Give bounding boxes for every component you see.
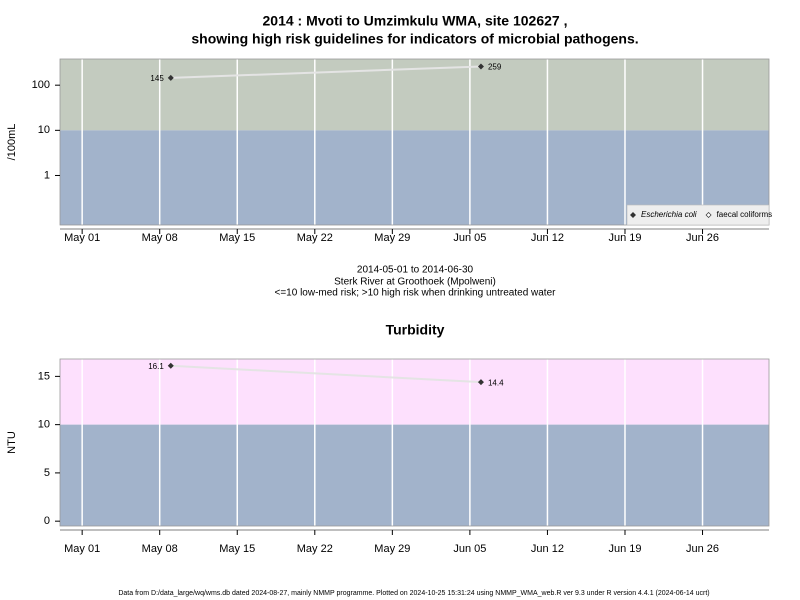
data-label: 16.1	[148, 362, 164, 371]
data-point	[167, 362, 174, 369]
y-tick-label: 100	[32, 79, 50, 91]
legend-box	[626, 204, 770, 226]
data-point	[477, 63, 484, 70]
x-tick-label: May 15	[219, 232, 255, 244]
x-tick-label: Jun 19	[608, 232, 641, 244]
chart-title: showing high risk guidelines for indicat…	[191, 31, 638, 47]
x-tick-label: May 15	[219, 543, 255, 555]
y-tick-label: 15	[38, 370, 50, 382]
legend-marker	[630, 212, 636, 218]
high-risk-band	[60, 359, 769, 425]
x-tick-label: May 22	[297, 232, 333, 244]
x-tick-label: Jun 12	[531, 543, 564, 555]
y-tick-label: 10	[38, 419, 50, 431]
x-tick-label: May 08	[142, 543, 178, 555]
y-tick-label: 5	[44, 467, 50, 479]
plot-border	[59, 358, 770, 527]
subtitle: 2014-05-01 to 2014-06-30	[357, 265, 474, 276]
y-axis-label: /100mL	[6, 124, 18, 161]
y-tick-label: 10	[38, 124, 50, 136]
x-tick-label: Jun 12	[531, 232, 564, 244]
data-point	[477, 379, 484, 386]
series-line	[170, 364, 482, 384]
x-tick-label: May 22	[297, 543, 333, 555]
y-tick-label: 0	[44, 515, 50, 527]
plot-border	[59, 58, 770, 226]
data-label: 259	[488, 63, 502, 72]
x-tick-label: May 01	[64, 543, 100, 555]
footer: Data from D:/data_large/wq/wms.db dated …	[118, 590, 709, 597]
legend-marker	[705, 212, 712, 218]
data-point	[167, 74, 174, 81]
subtitle: Sterk River at Groothoek (Mpolweni)	[334, 277, 496, 288]
low-risk-band	[60, 424, 769, 526]
chart-title: 2014 : Mvoti to Umzimkulu WMA, site 1026…	[263, 13, 568, 29]
x-tick-label: Jun 05	[453, 543, 486, 555]
high-risk-band	[60, 59, 769, 131]
series-line	[170, 65, 482, 79]
x-tick-label: Jun 05	[453, 232, 486, 244]
subtitle: <=10 low-med risk; >10 high risk when dr…	[275, 288, 557, 299]
x-tick-label: Jun 26	[686, 232, 719, 244]
x-tick-label: Jun 19	[608, 543, 641, 555]
x-tick-label: May 01	[64, 232, 100, 244]
x-tick-label: May 29	[374, 543, 410, 555]
plot: Turbidity May 01 May 08 May 15 May 22 May 29 J…	[6, 322, 770, 555]
plot: 2014 : Mvoti to Umzimkulu WMA, site 1026…	[6, 13, 772, 299]
legend-label: faecal coliforms	[717, 210, 773, 219]
x-tick-label: Jun 26	[686, 543, 719, 555]
data-label: 14.4	[488, 378, 504, 387]
y-tick-label: 1	[44, 169, 50, 181]
legend-label: Escherichia coli	[641, 210, 697, 219]
y-axis-label: NTU	[6, 431, 18, 454]
chart-title: Turbidity	[386, 322, 445, 338]
data-label: 145	[150, 74, 164, 83]
x-tick-label: May 29	[374, 232, 410, 244]
x-tick-label: May 08	[142, 232, 178, 244]
